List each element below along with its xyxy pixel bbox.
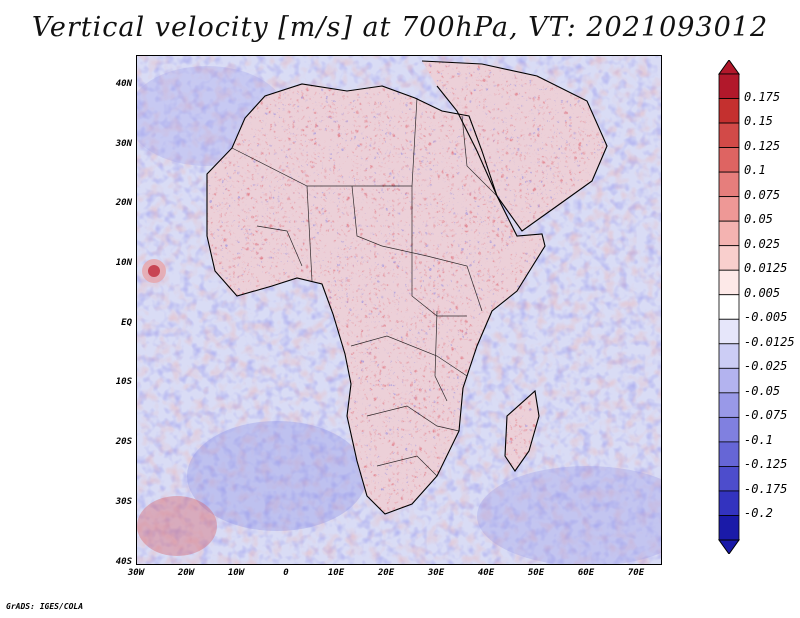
lon-label-70e: 70E bbox=[627, 568, 645, 578]
colorbar-label: 0.025 bbox=[744, 236, 781, 251]
colorbar-label: 0.15 bbox=[744, 114, 773, 129]
lat-label-10s: 10S bbox=[115, 377, 132, 387]
lon-label-40e: 40E bbox=[477, 568, 495, 578]
colorbar-swatch bbox=[718, 441, 740, 467]
colorbar-min-arrow bbox=[718, 539, 740, 554]
colorbar-swatch bbox=[718, 220, 740, 247]
colorbar-swatch bbox=[718, 343, 740, 369]
colorbar-swatch bbox=[718, 392, 740, 418]
lat-label-40n: 40N bbox=[115, 79, 132, 89]
colorbar-label: -0.175 bbox=[744, 481, 788, 496]
lat-label-20s: 20S bbox=[115, 437, 132, 447]
colorbar-swatch bbox=[718, 196, 740, 222]
colorbar-label: 0.1 bbox=[744, 163, 766, 178]
coastline-layer bbox=[206, 60, 608, 515]
lat-label-10n: 10N bbox=[115, 258, 132, 268]
colorbar-label: -0.2 bbox=[744, 506, 773, 521]
lon-label-50e: 50E bbox=[527, 568, 545, 578]
colorbar-swatch bbox=[718, 416, 740, 443]
colorbar-swatch bbox=[718, 269, 740, 296]
map-title: Vertical velocity [m/s] at 700hPa, VT: 2… bbox=[31, 12, 769, 43]
lat-label-eq: EQ bbox=[121, 318, 132, 328]
colorbar-label: -0.1 bbox=[744, 432, 773, 447]
lon-label-20e: 20E bbox=[377, 568, 395, 578]
colorbar-swatch bbox=[718, 122, 740, 148]
colorbar-label: -0.125 bbox=[744, 457, 788, 472]
colorbar-label: 0.05 bbox=[744, 212, 773, 227]
colorbar-swatch bbox=[718, 147, 740, 173]
lon-label-60e: 60E bbox=[577, 568, 595, 578]
colorbar-label: -0.05 bbox=[744, 383, 781, 398]
lat-label-30s: 30S bbox=[115, 497, 132, 507]
lat-label-30n: 30N bbox=[115, 139, 132, 149]
colorbar-swatch bbox=[718, 515, 740, 541]
vertical-velocity-field bbox=[137, 56, 661, 564]
lat-label-40s: 40S bbox=[115, 557, 132, 567]
colorbar-swatch bbox=[718, 171, 740, 198]
colorbar-label: -0.0125 bbox=[744, 334, 795, 349]
lon-label-30w: 30W bbox=[127, 568, 145, 578]
colorbar-label: 0.005 bbox=[744, 285, 781, 300]
colorbar-swatch bbox=[718, 466, 740, 492]
colorbar-label: 0.175 bbox=[744, 89, 781, 104]
colorbar-swatch bbox=[718, 294, 740, 320]
colorbar-swatch bbox=[718, 73, 740, 99]
border-layer bbox=[231, 97, 498, 477]
lon-label-20w: 20W bbox=[177, 568, 195, 578]
colorbar bbox=[718, 60, 740, 554]
lon-label-0: 0 bbox=[283, 568, 289, 578]
lat-label-20n: 20N bbox=[115, 198, 132, 208]
colorbar-label: -0.075 bbox=[744, 408, 788, 423]
footer-credit: GrADS: IGES/COLA bbox=[6, 602, 84, 611]
colorbar-label: 0.125 bbox=[744, 138, 781, 153]
colorbar-swatch bbox=[718, 98, 740, 124]
lon-label-10w: 10W bbox=[227, 568, 245, 578]
colorbar-label: -0.025 bbox=[744, 359, 788, 374]
lon-label-30e: 30E bbox=[427, 568, 445, 578]
colorbar-swatch bbox=[718, 245, 740, 271]
colorbar-swatch bbox=[718, 318, 740, 345]
colorbar-label: -0.005 bbox=[744, 310, 788, 325]
colorbar-swatch bbox=[718, 490, 740, 516]
lon-label-10e: 10E bbox=[327, 568, 345, 578]
map-panel[interactable] bbox=[136, 55, 662, 565]
colorbar-max-arrow bbox=[718, 60, 740, 75]
colorbar-label: 0.075 bbox=[744, 187, 781, 202]
colorbar-label: 0.0125 bbox=[744, 261, 788, 276]
colorbar-swatch bbox=[718, 367, 740, 394]
